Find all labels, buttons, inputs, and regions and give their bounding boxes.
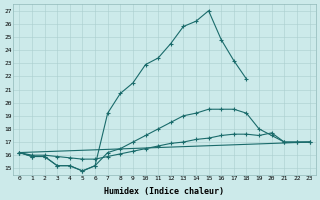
X-axis label: Humidex (Indice chaleur): Humidex (Indice chaleur) bbox=[104, 187, 224, 196]
